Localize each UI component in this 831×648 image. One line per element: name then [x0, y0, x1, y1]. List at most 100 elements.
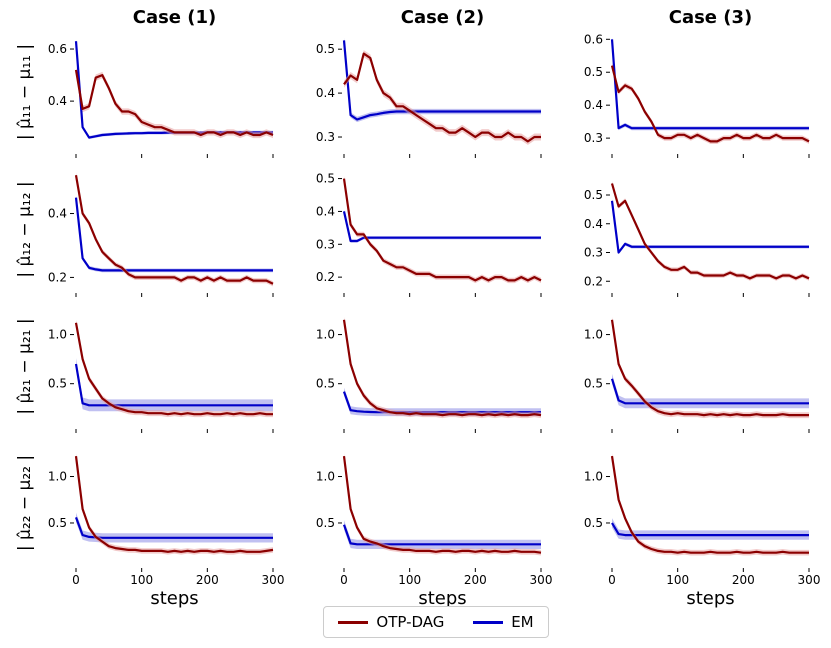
y-tick-label: 0.5	[584, 377, 603, 391]
em-series-band	[76, 512, 273, 543]
x-tick-label: 0	[608, 573, 616, 587]
y-tick-label: 0.6	[584, 32, 603, 46]
row-label: | μ̂₁₂ − μ₁₂ |	[15, 181, 35, 277]
y-tick-label: 0.4	[584, 217, 603, 231]
x-tick-label: 200	[732, 573, 755, 587]
em-series-band	[344, 387, 541, 417]
otp-dag-series-line	[74, 175, 274, 285]
otp-dag-series-line	[610, 455, 809, 554]
y-tick-label: 0.3	[584, 246, 603, 260]
y-tick-label: 0.4	[48, 94, 67, 108]
panel-r1-c1: 0.4 0.6	[48, 39, 274, 158]
y-tick-label: 0.2	[584, 274, 603, 288]
panel-r1-c2: 0.3 0.4 0.5	[316, 37, 542, 158]
y-tick-label: 0.5	[584, 65, 603, 79]
panel-r4-c1: 0.5 1.0 0 100 200 300	[48, 453, 285, 587]
y-tick-label: 0.5	[584, 516, 603, 530]
column-title: Case (3)	[669, 7, 753, 28]
y-tick-label: 0.2	[48, 270, 67, 284]
y-tick-label: 1.0	[48, 470, 67, 484]
otp-dag-series-band	[76, 66, 273, 139]
em-series-band	[612, 518, 809, 540]
row-label: | μ̂₂₂ − μ₂₂ |	[15, 455, 35, 551]
em-series-band	[344, 37, 541, 123]
panel-r1-c3: 0.3 0.4 0.5 0.6	[584, 32, 810, 158]
x-tick-label: 100	[130, 573, 153, 587]
otp-dag-series-line	[342, 178, 542, 282]
otp-dag-series-line	[343, 52, 541, 143]
legend: OTP-DAG EM	[323, 606, 549, 638]
em-series-line	[74, 517, 273, 539]
x-tick-label: 100	[398, 573, 421, 587]
em-series-band	[612, 37, 809, 131]
x-tick-label: 300	[262, 573, 285, 587]
em-series-band	[76, 39, 273, 140]
otp-dag-series-line	[610, 319, 809, 417]
y-tick-label: 1.0	[584, 470, 603, 484]
otp-dag-series-band	[612, 453, 809, 556]
legend-swatch-em	[473, 620, 504, 624]
y-tick-label: 0.4	[316, 204, 335, 218]
y-tick-label: 1.0	[316, 328, 335, 342]
em-series-line	[74, 41, 273, 139]
em-series-band	[76, 195, 273, 273]
x-tick-label: 0	[340, 573, 348, 587]
otp-dag-series-line	[610, 183, 810, 280]
otp-dag-series-band	[344, 175, 541, 284]
y-tick-label: 0.5	[316, 172, 335, 186]
y-tick-label: 0.4	[584, 98, 603, 112]
otp-dag-series-band	[344, 316, 541, 419]
x-tick-label: 200	[464, 573, 487, 587]
x-tick-label: 300	[798, 573, 821, 587]
y-tick-label: 0.3	[316, 237, 335, 251]
y-tick-label: 1.0	[48, 328, 67, 342]
y-tick-label: 0.4	[48, 207, 67, 221]
y-tick-label: 1.0	[584, 328, 603, 342]
em-series-line	[342, 211, 541, 243]
y-tick-label: 0.5	[48, 516, 67, 530]
otp-dag-series-band	[344, 50, 541, 145]
y-tick-label: 0.3	[584, 131, 603, 145]
em-series-line	[74, 197, 273, 272]
row-label: | μ̂₂₁ − μ₂₁ |	[15, 318, 35, 414]
y-tick-label: 0.3	[316, 130, 335, 144]
column-title: Case (1)	[133, 7, 217, 28]
y-tick-label: 0.5	[316, 377, 335, 391]
otp-dag-series-line	[610, 65, 810, 143]
em-series-band	[344, 520, 541, 549]
legend-item-otp: OTP-DAG	[338, 613, 444, 631]
em-series-band	[612, 373, 809, 409]
otp-dag-series-band	[612, 181, 809, 281]
x-axis-label: steps	[150, 588, 198, 609]
y-tick-label: 0.5	[316, 42, 335, 56]
em-series-line	[611, 522, 809, 537]
y-tick-label: 1.0	[316, 470, 335, 484]
legend-label-em: EM	[511, 613, 534, 631]
em-series-line	[610, 39, 809, 130]
panel-r3-c1: 0.5 1.0	[48, 319, 274, 433]
y-tick-label: 0.5	[584, 188, 603, 202]
x-tick-label: 300	[530, 573, 553, 587]
panel-r2-c1: 0.2 0.4	[48, 172, 274, 297]
x-tick-label: 0	[72, 573, 80, 587]
otp-dag-series-line	[74, 455, 274, 553]
legend-label-otp: OTP-DAG	[376, 613, 445, 631]
y-tick-label: 0.6	[48, 42, 67, 56]
column-title: Case (2)	[401, 7, 485, 28]
y-tick-label: 0.5	[48, 377, 67, 391]
panel-r2-c2: 0.2 0.3 0.4 0.5	[316, 172, 542, 297]
x-axis-label: steps	[686, 588, 734, 609]
em-series-line	[342, 40, 541, 121]
otp-dag-series-band	[612, 63, 809, 144]
otp-dag-series-line	[74, 322, 273, 416]
y-tick-label: 0.4	[316, 86, 335, 100]
em-series-band	[344, 209, 541, 243]
em-series-line	[610, 200, 809, 254]
panel-r3-c2: 0.5 1.0	[316, 316, 542, 433]
legend-swatch-otp	[338, 620, 369, 624]
x-axis-label: steps	[418, 588, 466, 609]
panel-r4-c3: 0.5 1.0 0 100 200 300	[584, 453, 821, 587]
panel-r4-c2: 0.5 1.0 0 100 200 300	[316, 453, 553, 587]
x-tick-label: 200	[196, 573, 219, 587]
